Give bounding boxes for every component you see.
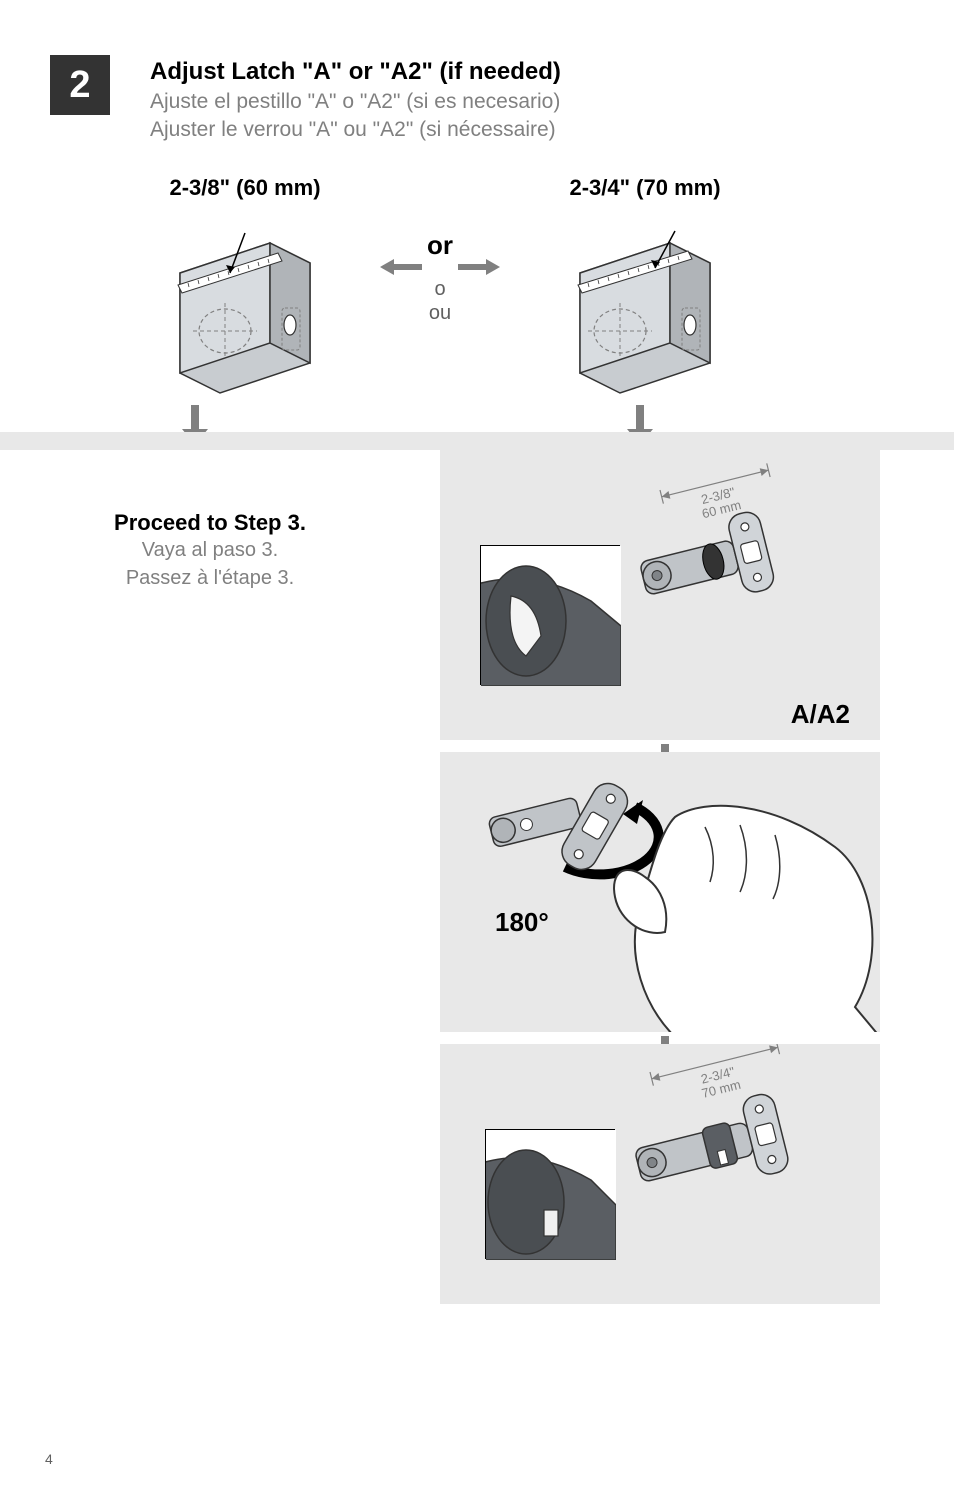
measure-option-right: 2-3/4" (70 mm): [520, 175, 770, 383]
proceed-block: Proceed to Step 3. Vaya al paso 3. Passe…: [0, 450, 420, 592]
measure-option-left: 2-3/8" (60 mm): [120, 175, 370, 383]
arrow-right-icon: [458, 257, 500, 277]
latch-panel-rotate: 180°: [440, 752, 880, 1032]
inset-latch-long: [485, 1129, 615, 1259]
step-title-fr: Ajuster le verrou "A" ou "A2" (si nécess…: [150, 116, 561, 144]
latch-panel-long: 2-3/4" 70 mm: [440, 1044, 880, 1304]
latch-panel-short: 2-3/8" 60 mm: [440, 450, 880, 740]
rotation-label: 180°: [495, 907, 549, 938]
page-number: 4: [45, 1451, 53, 1467]
or-label-es: o: [380, 277, 500, 301]
step-title-en: Adjust Latch "A" or "A2" (if needed): [150, 58, 561, 86]
proceed-fr: Passez à l'étape 3.: [0, 564, 420, 592]
or-block: or o ou: [380, 230, 500, 325]
step-number-badge: 2: [50, 55, 110, 115]
arrow-left-icon: [380, 257, 422, 277]
proceed-en: Proceed to Step 3.: [0, 510, 420, 536]
door-diagram-left: [160, 213, 330, 383]
or-label-fr: ou: [380, 301, 500, 325]
door-diagram-right: [560, 213, 730, 383]
adjust-steps-column: 2-3/8" 60 mm: [440, 450, 880, 1304]
measure-label-right: 2-3/4" (70 mm): [520, 175, 770, 201]
step-title-es: Ajuste el pestillo "A" o "A2" (si es nec…: [150, 88, 561, 116]
inset-latch-short: [480, 545, 620, 685]
step-title-block: Adjust Latch "A" or "A2" (if needed) Aju…: [150, 58, 561, 145]
proceed-es: Vaya al paso 3.: [0, 536, 420, 564]
measure-label-left: 2-3/8" (60 mm): [120, 175, 370, 201]
latch-label: A/A2: [791, 699, 850, 730]
gray-band: [0, 432, 954, 450]
